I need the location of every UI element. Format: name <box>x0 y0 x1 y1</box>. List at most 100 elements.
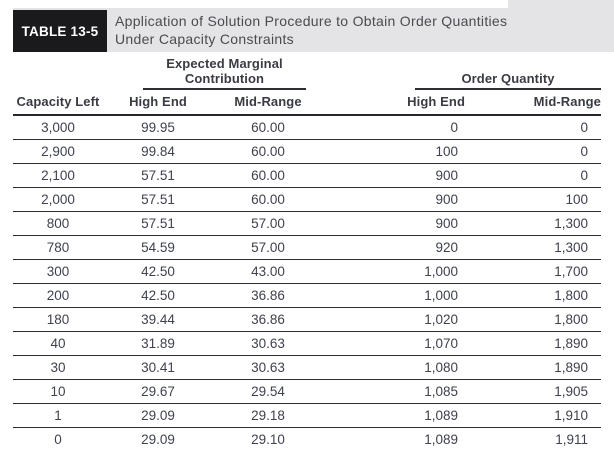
cell-capacity-left: 300 <box>13 259 113 284</box>
column-header-oq-high-end: High End <box>323 90 473 116</box>
table-row: 10 29.67 29.54 1,085 1,905 <box>13 379 602 404</box>
cell-emc-mid-range: 57.00 <box>213 235 323 260</box>
cell-oq-mid-range: 1,300 <box>473 235 602 260</box>
column-header-capacity-left: Capacity Left <box>13 90 113 116</box>
cell-emc-high-end: 29.09 <box>113 403 213 428</box>
group-header-spacer <box>13 56 113 90</box>
column-header-oq-mid-range: Mid-Range <box>473 90 602 116</box>
table-row: 30 30.41 30.63 1,080 1,890 <box>13 355 602 380</box>
cell-capacity-left: 30 <box>13 355 113 380</box>
cell-oq-high-end: 1,089 <box>323 403 473 428</box>
cell-emc-mid-range: 60.00 <box>213 139 323 164</box>
cell-emc-mid-range: 36.86 <box>213 283 323 308</box>
cell-emc-mid-range: 29.54 <box>213 379 323 404</box>
table-title-line1: Application of Solution Procedure to Obt… <box>115 13 508 29</box>
cell-oq-high-end: 1,085 <box>323 379 473 404</box>
column-header-row: Capacity Left High End Mid-Range High En… <box>13 90 602 116</box>
cell-capacity-left: 1 <box>13 403 113 428</box>
cell-oq-high-end: 900 <box>323 211 473 236</box>
cell-emc-high-end: 99.95 <box>113 115 213 140</box>
cell-oq-high-end: 1,080 <box>323 355 473 380</box>
cell-emc-mid-range: 60.00 <box>213 187 323 212</box>
cell-oq-mid-range: 1,800 <box>473 307 602 332</box>
cell-capacity-left: 0 <box>13 427 113 450</box>
cell-oq-mid-range: 0 <box>473 115 602 140</box>
table-row: 300 42.50 43.00 1,000 1,700 <box>13 259 602 284</box>
column-header-emc-high-end: High End <box>113 90 213 116</box>
cell-oq-mid-range: 1,700 <box>473 259 602 284</box>
table-row: 800 57.51 57.00 900 1,300 <box>13 211 602 236</box>
table-row: 780 54.59 57.00 920 1,300 <box>13 235 602 260</box>
cell-oq-high-end: 920 <box>323 235 473 260</box>
table-header-band: TABLE 13-5 Application of Solution Proce… <box>13 8 614 52</box>
cell-capacity-left: 2,100 <box>13 163 113 188</box>
column-header-emc-mid-range: Mid-Range <box>213 90 323 116</box>
cell-emc-mid-range: 30.63 <box>213 331 323 356</box>
cell-capacity-left: 200 <box>13 283 113 308</box>
cell-emc-mid-range: 60.00 <box>213 163 323 188</box>
cell-capacity-left: 2,900 <box>13 139 113 164</box>
header-band-corner <box>508 0 614 10</box>
cell-oq-mid-range: 1,910 <box>473 403 602 428</box>
cell-emc-mid-range: 30.63 <box>213 355 323 380</box>
cell-capacity-left: 180 <box>13 307 113 332</box>
cell-oq-high-end: 1,020 <box>323 307 473 332</box>
cell-oq-high-end: 0 <box>323 115 473 140</box>
cell-oq-high-end: 1,000 <box>323 283 473 308</box>
cell-emc-mid-range: 57.00 <box>213 211 323 236</box>
cell-emc-high-end: 31.89 <box>113 331 213 356</box>
cell-emc-high-end: 42.50 <box>113 283 213 308</box>
cell-capacity-left: 800 <box>13 211 113 236</box>
table-row: 1 29.09 29.18 1,089 1,910 <box>13 403 602 428</box>
cell-emc-high-end: 29.09 <box>113 427 213 450</box>
cell-emc-mid-range: 43.00 <box>213 259 323 284</box>
cell-oq-high-end: 900 <box>323 187 473 212</box>
cell-emc-mid-range: 60.00 <box>213 115 323 140</box>
cell-capacity-left: 3,000 <box>13 115 113 140</box>
group-header-expected-marginal-contribution: Expected Marginal Contribution <box>143 56 306 90</box>
cell-emc-high-end: 57.51 <box>113 211 213 236</box>
cell-emc-mid-range: 29.18 <box>213 403 323 428</box>
cell-oq-mid-range: 1,300 <box>473 211 602 236</box>
cell-oq-mid-range: 0 <box>473 139 602 164</box>
cell-oq-high-end: 100 <box>323 139 473 164</box>
cell-oq-mid-range: 100 <box>473 187 602 212</box>
table-number-label: TABLE 13-5 <box>13 10 107 52</box>
table-row: 0 29.09 29.10 1,089 1,911 <box>13 427 602 450</box>
table-row: 3,000 99.95 60.00 0 0 <box>13 115 602 140</box>
cell-oq-mid-range: 1,890 <box>473 355 602 380</box>
cell-capacity-left: 10 <box>13 379 113 404</box>
table-body: 3,000 99.95 60.00 0 0 2,900 99.84 60.00 100 0 2,10… <box>13 115 602 450</box>
cell-oq-mid-range: 1,911 <box>473 427 602 450</box>
cell-oq-high-end: 1,089 <box>323 427 473 450</box>
group-header-row: Expected Marginal Contribution Order Qua… <box>13 56 602 90</box>
table-row: 2,900 99.84 60.00 100 0 <box>13 139 602 164</box>
cell-capacity-left: 40 <box>13 331 113 356</box>
cell-emc-high-end: 30.41 <box>113 355 213 380</box>
capacity-table: Expected Marginal Contribution Order Qua… <box>13 56 602 450</box>
cell-emc-high-end: 99.84 <box>113 139 213 164</box>
cell-emc-mid-range: 36.86 <box>213 307 323 332</box>
table-row: 2,000 57.51 60.00 900 100 <box>13 187 602 212</box>
table-row: 200 42.50 36.86 1,000 1,800 <box>13 283 602 308</box>
cell-oq-mid-range: 1,890 <box>473 331 602 356</box>
cell-emc-high-end: 29.67 <box>113 379 213 404</box>
cell-emc-high-end: 42.50 <box>113 259 213 284</box>
table-title: Application of Solution Procedure to Obt… <box>115 13 507 48</box>
cell-capacity-left: 780 <box>13 235 113 260</box>
cell-emc-high-end: 57.51 <box>113 187 213 212</box>
table-row: 40 31.89 30.63 1,070 1,890 <box>13 331 602 356</box>
cell-oq-high-end: 1,070 <box>323 331 473 356</box>
table-title-line2: Under Capacity Constraints <box>115 30 294 47</box>
cell-emc-high-end: 54.59 <box>113 235 213 260</box>
cell-oq-mid-range: 1,905 <box>473 379 602 404</box>
table-row: 2,100 57.51 60.00 900 0 <box>13 163 602 188</box>
cell-capacity-left: 2,000 <box>13 187 113 212</box>
cell-emc-high-end: 39.44 <box>113 307 213 332</box>
cell-oq-mid-range: 0 <box>473 163 602 188</box>
cell-oq-high-end: 1,000 <box>323 259 473 284</box>
cell-emc-mid-range: 29.10 <box>213 427 323 450</box>
group-header-order-quantity: Order Quantity <box>415 71 602 90</box>
table-row: 180 39.44 36.86 1,020 1,800 <box>13 307 602 332</box>
